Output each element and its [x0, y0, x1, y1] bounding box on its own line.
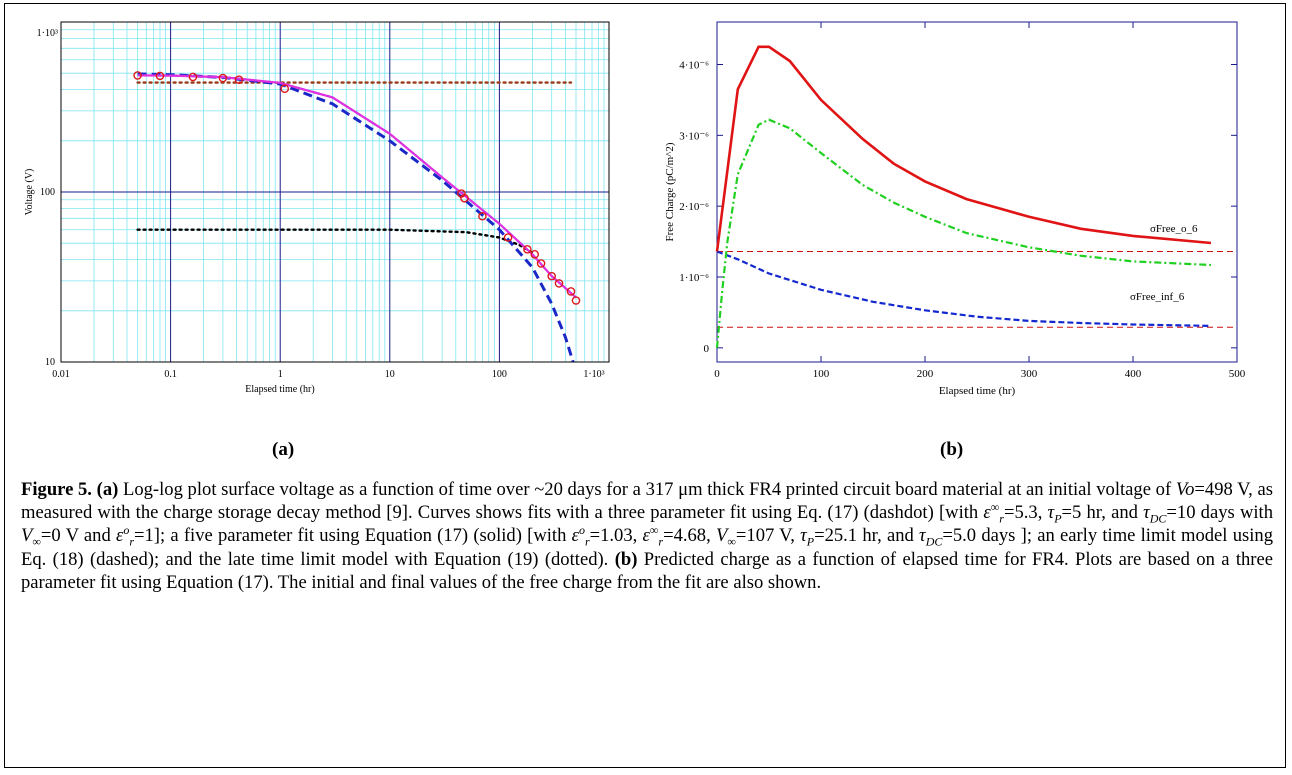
y-tick-b: 3·10⁻⁶ — [679, 130, 709, 142]
measured-point — [155, 71, 165, 81]
annotation-free-inf: σFree_inf_6 — [1130, 291, 1185, 303]
y-tick-b: 0 — [704, 343, 710, 355]
blue-charge-curve — [716, 250, 1212, 327]
five-param-fit-line — [137, 74, 577, 299]
measured-point — [460, 193, 469, 203]
panel-label-a: (a) — [272, 439, 295, 460]
voltage-loglog-chart: 0.01 0.1 1 10 100 1·10³ 10 100 1·10³ Ela… — [24, 21, 610, 395]
measured-point — [547, 271, 556, 281]
measured-point — [530, 250, 540, 259]
series-a — [133, 71, 581, 363]
measured-point — [536, 259, 546, 268]
y-tick-b: 4·10⁻⁶ — [679, 60, 709, 72]
x-tick-b: 100 — [813, 368, 830, 380]
x-tick-b: 0 — [714, 368, 720, 380]
x-tick-a: 1 — [278, 369, 283, 380]
x-tick-a: 0.01 — [52, 369, 70, 380]
y-tick-b: 2·10⁻⁶ — [679, 201, 709, 213]
measured-point — [218, 73, 228, 83]
x-tick-b: 400 — [1125, 368, 1142, 380]
x-tick-a: 0.1 — [164, 369, 177, 380]
red-charge-curve — [715, 45, 1212, 252]
measured-point — [523, 245, 532, 254]
late-limit-lower-line — [136, 228, 534, 254]
x-ticks-a: 0.01 0.1 1 10 100 1·10³ — [52, 369, 604, 380]
caption-a-label: (a) — [96, 479, 119, 500]
measured-point — [503, 233, 513, 242]
measured-point — [133, 71, 142, 80]
measured-point — [478, 211, 487, 221]
free-charge-chart: 0 100 200 300 400 500 0 1·10⁻⁶ 2·10⁻⁶ 3·10⁻⁶ 4·10⁻… — [664, 21, 1246, 397]
annotation-free-o: σFree_o_6 — [1150, 223, 1198, 235]
measured-point — [234, 75, 244, 84]
measured-point — [554, 279, 564, 288]
x-tick-b: 300 — [1021, 368, 1038, 380]
measured-point — [188, 72, 198, 82]
plot-area-a — [60, 21, 610, 363]
x-tick-a: 10 — [385, 369, 395, 380]
measured-point — [571, 296, 581, 305]
measured-point — [566, 287, 576, 296]
y-axis-label-b: Free Charge (pC/m^2) — [664, 142, 676, 241]
y-tick-b: 1·10⁻⁶ — [679, 272, 709, 284]
y-tick-a: 100 — [40, 187, 55, 198]
y-ticks-a: 10 100 1·10³ — [37, 28, 58, 368]
caption-figure-number: Figure 5. — [21, 479, 92, 500]
y-axis-label-a: Voltage (V) — [24, 169, 35, 216]
x-tick-b: 200 — [917, 368, 934, 380]
x-tick-a: 100 — [492, 369, 507, 380]
y-tick-a: 1·10³ — [37, 28, 58, 39]
plot-area-b — [716, 21, 1238, 363]
x-tick-b: 500 — [1229, 368, 1246, 380]
measured-point — [280, 84, 290, 94]
panel-label-b: (b) — [940, 439, 964, 460]
figure-frame — [4, 3, 1286, 768]
green-charge-curve — [715, 118, 1212, 348]
y-tick-a: 10 — [45, 357, 55, 368]
caption-b-label: (b) — [614, 548, 638, 570]
figure-caption: Figure 5. (a) Log-log plot surface volta… — [21, 479, 1273, 593]
x-axis-label-a: Elapsed time (hr) — [245, 384, 314, 395]
x-tick-a: 1·10³ — [583, 369, 604, 380]
x-axis-label-b: Elapsed time (hr) — [939, 385, 1016, 397]
